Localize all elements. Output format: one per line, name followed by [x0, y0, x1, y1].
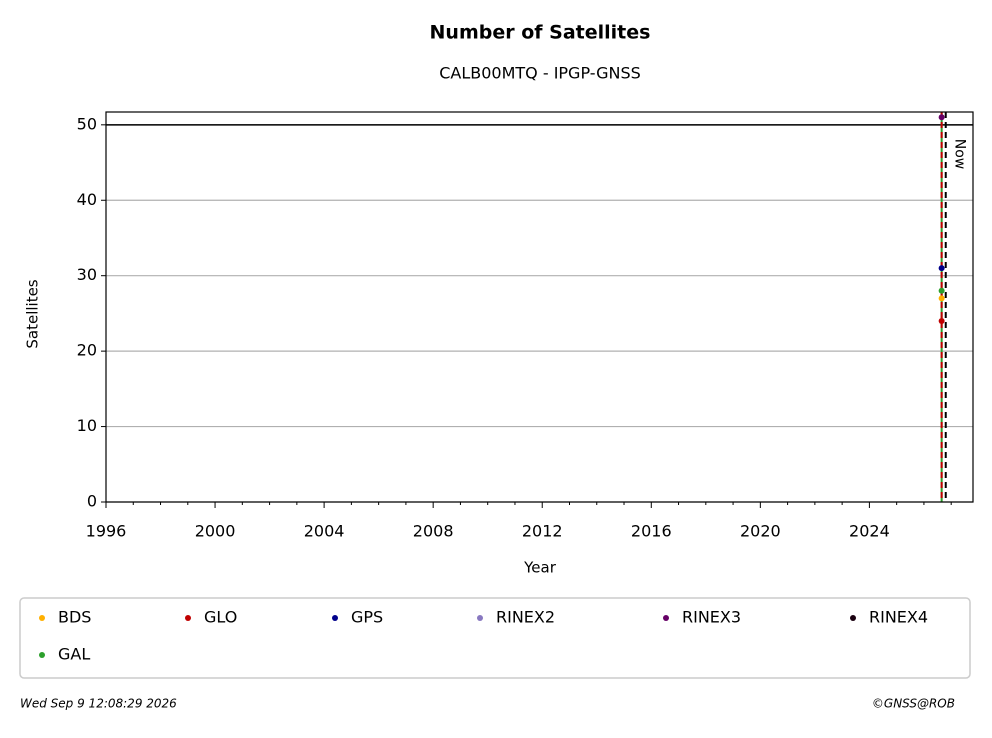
legend-label: GLO: [204, 608, 237, 627]
legend-marker: [332, 615, 338, 621]
chart-title: Number of Satellites: [430, 22, 651, 44]
legend-marker: [39, 652, 45, 658]
data-point: [938, 265, 945, 272]
x-tick-label: 2012: [522, 522, 563, 541]
x-tick-label: 2016: [631, 522, 672, 541]
legend-marker: [477, 615, 483, 621]
legend-label: RINEX3: [682, 608, 741, 627]
x-tick-label: 1996: [86, 522, 127, 541]
chart-subtitle: CALB00MTQ - IPGP-GNSS: [439, 64, 641, 83]
y-tick-label: 40: [77, 190, 97, 209]
legend-label: BDS: [58, 608, 91, 627]
now-label: Now: [952, 139, 968, 170]
legend-marker: [663, 615, 669, 621]
y-tick-label: 50: [77, 114, 97, 133]
x-tick-label: 2008: [413, 522, 454, 541]
data-point: [938, 317, 945, 324]
x-tick-label: 2024: [849, 522, 890, 541]
legend-label: GPS: [351, 608, 383, 627]
y-axis-label: Satellites: [24, 279, 42, 348]
plot-frame: [105, 111, 974, 503]
data-point: [938, 287, 945, 294]
legend-marker: [185, 615, 191, 621]
legend-marker: [39, 615, 45, 621]
x-tick-label: 2020: [740, 522, 781, 541]
footer-date: Wed Sep 9 12:08:29 2026: [20, 697, 177, 711]
x-axis-label: Year: [523, 559, 557, 577]
footer-credit: ©GNSS@ROB: [872, 697, 955, 711]
legend-label: RINEX2: [496, 608, 555, 627]
x-tick-label: 2004: [304, 522, 345, 541]
y-tick-label: 30: [77, 265, 97, 284]
y-tick-label: 10: [77, 416, 97, 435]
legend-label: RINEX4: [869, 608, 928, 627]
y-tick-label: 0: [87, 492, 97, 511]
legend-label: GAL: [58, 645, 90, 664]
legend-box: [19, 597, 971, 679]
y-tick-label: 20: [77, 341, 97, 360]
data-point: [938, 114, 945, 121]
x-tick-label: 2000: [195, 522, 236, 541]
legend-marker: [850, 615, 856, 621]
data-point: [938, 295, 945, 302]
